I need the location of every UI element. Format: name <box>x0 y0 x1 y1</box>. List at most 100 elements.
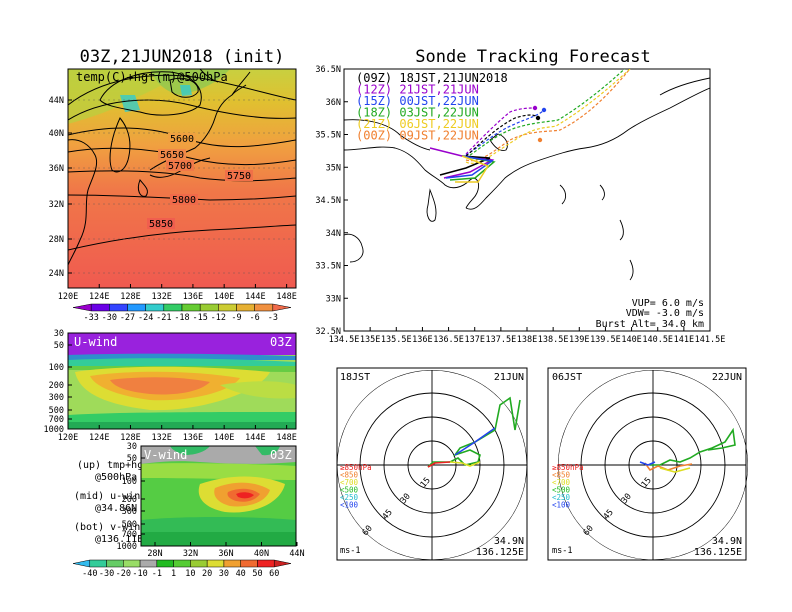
lat-tick-label: 24N <box>49 269 64 279</box>
lon-tick-label: 135E <box>360 335 380 345</box>
colorbar-tick-label: -15 <box>192 313 207 323</box>
contour-label: 5650 <box>160 150 184 161</box>
lon-tick-label: 136E <box>183 433 203 443</box>
lon-tick-label: 120E <box>58 292 78 302</box>
colorbar-tick-label: -12 <box>211 313 226 323</box>
vwind-label: V-wind <box>144 448 187 462</box>
colorbar-swatch <box>145 303 165 312</box>
colorbar-swatch <box>199 303 219 312</box>
pressure-legend-entry: <100 <box>340 501 359 510</box>
lon-tick-label: 132E <box>151 292 171 302</box>
track-run-legend: (09Z) 18JST,21JUN2018(12Z) 21JST,21JUN(1… <box>356 71 508 143</box>
pressure-tick-label: 200 <box>49 381 64 391</box>
run-legend-entry: (12Z) 21JST,21JUN <box>356 83 479 97</box>
lat-tick-label: 28N <box>147 549 162 559</box>
contour-label: 5600 <box>170 134 194 145</box>
contour-label: 5800 <box>172 195 196 206</box>
lat-tick-label: 35N <box>326 163 341 173</box>
lon-tick-label: 144E <box>245 292 265 302</box>
pressure-tick-label: 30 <box>127 442 137 452</box>
lat-tick-label: 33N <box>326 294 341 304</box>
colorbar-tick-label: 40 <box>236 569 246 579</box>
pressure-tick-label: 30 <box>54 329 64 339</box>
colorbar-tick-label: -40 <box>82 569 97 579</box>
colorbar-tick-label: 10 <box>185 569 195 579</box>
colorbar-swatch <box>89 559 107 568</box>
legend-up-level: @500hPa <box>95 472 137 483</box>
pressure-tick-label: 500 <box>49 406 64 416</box>
init-field-label: temp(C)+hgt(m)@500hPa <box>76 70 228 84</box>
lat-tick-label: 36N <box>326 98 341 108</box>
colorbar-swatch <box>273 559 292 568</box>
lon-tick-label: 140E <box>214 292 234 302</box>
hodo-right-date: 22JUN <box>712 372 742 383</box>
init-lon-ticks: 120E 124E 128E 132E 136E 140E 144E 148E <box>58 284 297 302</box>
contour-label: 5850 <box>149 219 173 230</box>
colorbar-tick-label: -33 <box>83 313 98 323</box>
hodograph-left: 18JST 21JUN 15 30 45 60 ms-1 34.9N 136.1… <box>336 367 528 561</box>
colorbar-swatch <box>109 303 128 312</box>
lon-tick-label: 134.5E <box>329 335 360 345</box>
legend-mid-level: @34.86N <box>95 503 137 514</box>
init-colorbar: -33 -30 -27 -24 -21 -18 -15 -12 -9 -6 -3 <box>72 303 292 323</box>
colorbar-tick-label: -18 <box>174 313 189 323</box>
colorbar-tick-label: 1 <box>171 569 176 579</box>
lat-tick-label: 28N <box>49 235 64 245</box>
pressure-legend-entry: ≥850hPa <box>340 463 372 472</box>
track-run-18z <box>465 69 626 159</box>
lat-tick-label: 36N <box>218 549 233 559</box>
panel-legend: (up) tmp+hgt @500hPa (mid) u-wind @34.86… <box>74 460 149 545</box>
pressure-legend-entry: <100 <box>552 501 571 510</box>
lat-tick-label: 32N <box>183 549 198 559</box>
colorbar-tick-label: -6 <box>250 313 260 323</box>
uwind-lon-ticks: 120E 124E 128E 132E 136E 140E 144E 148E <box>58 425 297 443</box>
hodo-left-unit: ms-1 <box>340 546 360 556</box>
uwind-section: U-wind 03Z <box>67 332 297 430</box>
vwind-time: 03Z <box>270 448 292 462</box>
pressure-legend-entry: <250 <box>340 493 359 502</box>
colorbar-swatch <box>72 559 91 568</box>
colorbar-swatch <box>218 303 237 312</box>
colorbar-swatch <box>163 303 183 312</box>
pressure-tick-label: 700 <box>122 530 137 540</box>
lon-tick-label: 139.5E <box>590 335 621 345</box>
lon-tick-label: 148E <box>276 292 296 302</box>
uwind-label: U-wind <box>74 335 117 349</box>
colorbar-swatch <box>72 303 92 312</box>
pressure-tick-label: 100 <box>122 477 137 487</box>
pressure-legend-entry: <700 <box>340 478 359 487</box>
lon-tick-label: 128E <box>120 433 140 443</box>
legend-bot: (bot) v-wind <box>74 522 146 533</box>
run-legend-entry: (00Z) 09JST,22JUN <box>356 129 479 143</box>
lat-tick-label: 40N <box>49 129 64 139</box>
colorbar-swatch <box>190 559 208 568</box>
run-legend-entry: (09Z) 18JST,21JUN2018 <box>356 71 508 85</box>
pressure-tick-label: 300 <box>49 393 64 403</box>
lon-tick-label: 140E <box>214 433 234 443</box>
colorbar-tick-label: 60 <box>269 569 279 579</box>
colorbar-swatch <box>173 559 191 568</box>
param-burst-alt: Burst Alt= 34.0 km <box>596 319 704 330</box>
pressure-tick-label: 700 <box>49 415 64 425</box>
colorbar-swatch <box>139 559 158 568</box>
track-params: VUP= 6.0 m/s VDW= -3.0 m/s Burst Alt= 34… <box>596 298 704 330</box>
pressure-legend-entry: ≥850hPa <box>552 463 584 472</box>
pressure-tick-label: 300 <box>122 507 137 517</box>
lon-tick-label: 120E <box>58 433 78 443</box>
legend-bot-level: @136.11E <box>95 534 143 545</box>
lon-tick-label: 137.5E <box>485 335 516 345</box>
lat-tick-label: 33.5N <box>315 262 341 272</box>
hodo-right-unit: ms-1 <box>552 546 572 556</box>
vwind-section: V-wind 03Z <box>140 445 297 547</box>
pressure-legend-entry: <850 <box>340 471 359 480</box>
colorbar-tick-label: -20 <box>116 569 131 579</box>
lat-tick-label: 35.5N <box>315 131 341 141</box>
pressure-tick-label: 1000 <box>117 542 137 552</box>
vwind-lat-ticks: 28N 32N 36N 40N 44N <box>147 542 305 559</box>
colorbar-swatch <box>123 559 141 568</box>
colorbar-tick-label: -3 <box>268 313 278 323</box>
lat-tick-label: 32N <box>49 200 64 210</box>
colorbar-tick-label: -30 <box>99 569 114 579</box>
lat-tick-label: 34.5N <box>315 196 341 206</box>
